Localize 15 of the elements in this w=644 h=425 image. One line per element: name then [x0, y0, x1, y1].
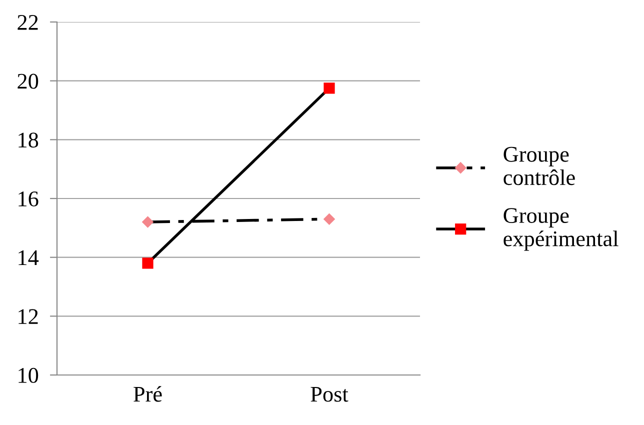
x-tick-label: Pré — [134, 386, 162, 402]
y-tick-label: 16 — [18, 191, 38, 206]
y-tick-label: 18 — [18, 132, 38, 148]
y-tick-label: 22 — [18, 14, 38, 30]
point — [324, 213, 335, 225]
legend-label: Groupe expérimental — [504, 208, 618, 251]
point — [324, 82, 335, 94]
y-tick-label: 14 — [18, 250, 39, 266]
point — [142, 216, 154, 228]
point — [142, 258, 154, 269]
y-tick-label: 12 — [18, 309, 38, 324]
legend-label: Groupe contrôle — [504, 146, 575, 186]
y-tick-label: 20 — [18, 74, 38, 89]
x-tick-label: Post — [310, 386, 348, 402]
y-tick-label: 10 — [18, 368, 38, 383]
